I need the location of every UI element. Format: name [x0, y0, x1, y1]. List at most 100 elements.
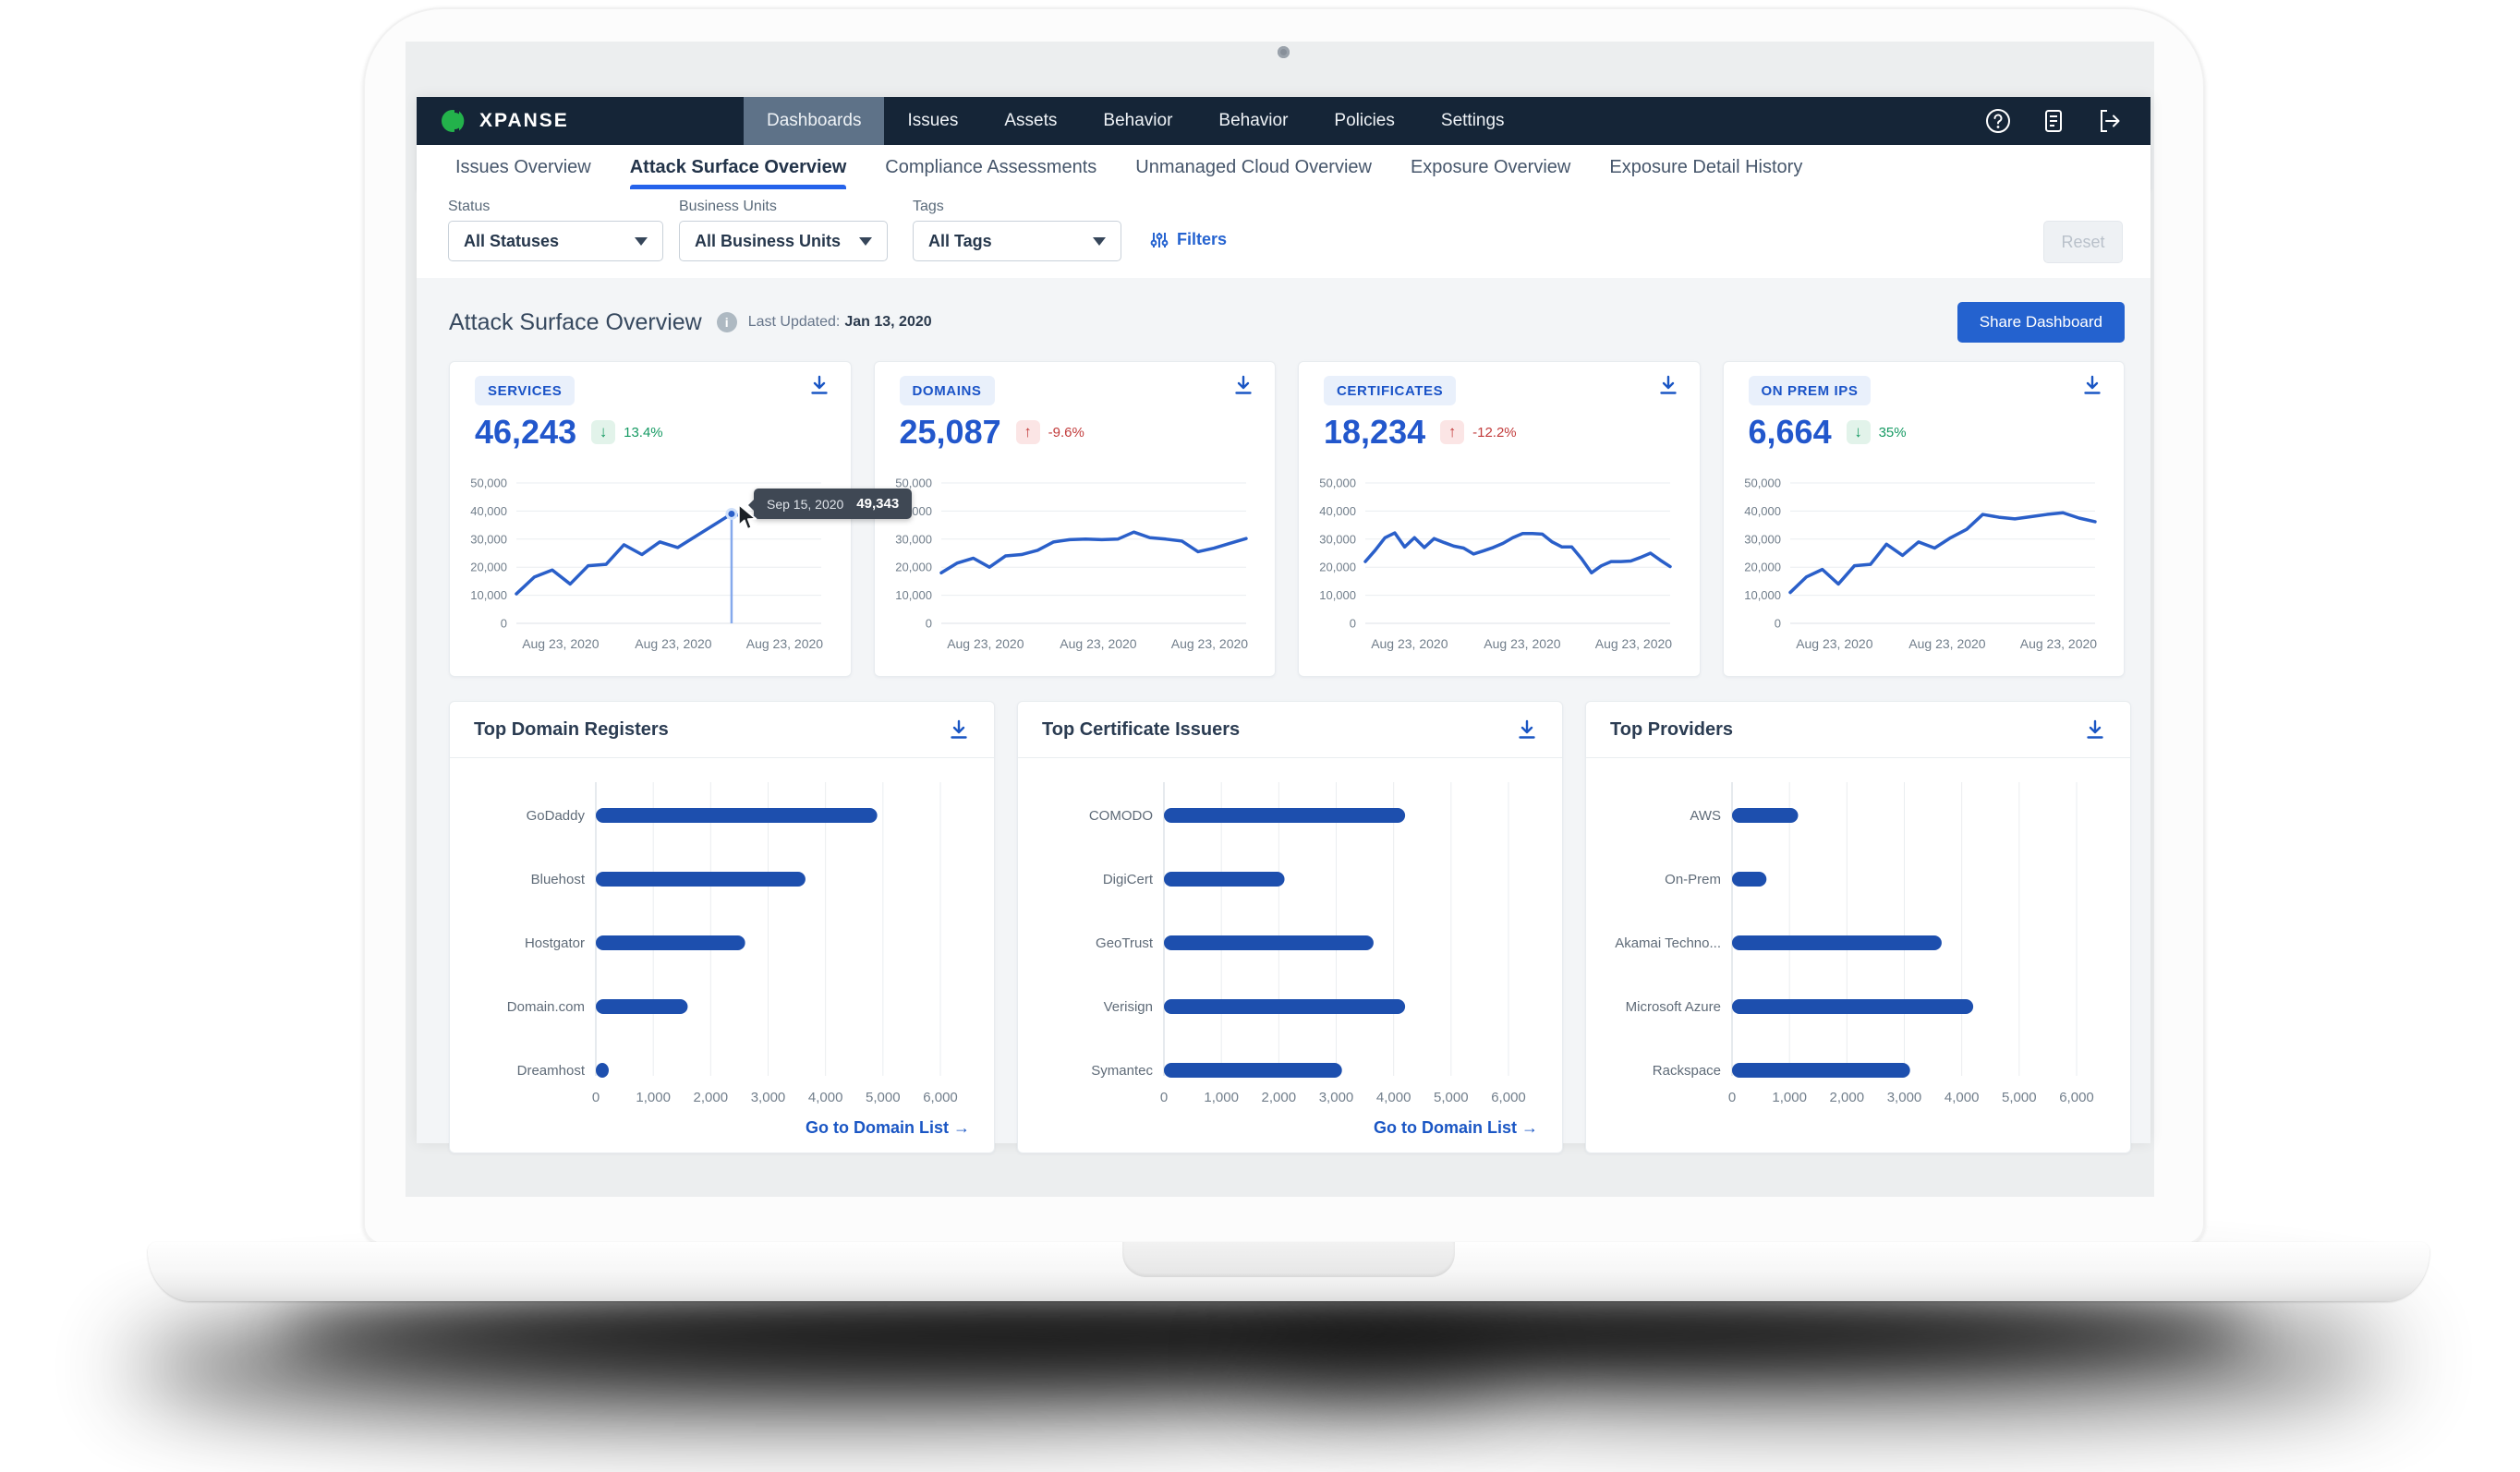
svg-text:On-Prem: On-Prem — [1665, 872, 1721, 887]
svg-text:Akamai Techno...: Akamai Techno... — [1615, 935, 1721, 951]
on-prem-ips-line-chart[interactable]: 0 10,000 20,000 30,000 40,000 50,000 Aug 23, 2… — [1724, 471, 2126, 665]
tab-compliance-assessments[interactable]: Compliance Assessments — [885, 156, 1097, 177]
svg-text:Aug 23, 2020: Aug 23, 2020 — [522, 636, 600, 651]
certificate-issuers-bar-chart[interactable]: 0 1,000 2,000 3,000 4,000 5,000 6,000 COMODO Dig… — [1018, 758, 1562, 1123]
tab-exposure-detail-history[interactable]: Exposure Detail History — [1609, 156, 1803, 177]
download-icon[interactable] — [2084, 718, 2106, 741]
svg-text:1,000: 1,000 — [1772, 1090, 1807, 1105]
svg-text:40,000: 40,000 — [470, 504, 507, 518]
nav-item-settings[interactable]: Settings — [1440, 111, 1505, 130]
card-title: Top Domain Registers — [474, 718, 669, 740]
tags-select[interactable]: All Tags — [913, 221, 1121, 261]
svg-text:6,000: 6,000 — [1491, 1090, 1526, 1105]
svg-text:1,000: 1,000 — [636, 1090, 671, 1105]
svg-text:0: 0 — [925, 617, 931, 631]
svg-text:6,000: 6,000 — [2059, 1090, 2094, 1105]
svg-text:0: 0 — [1350, 617, 1356, 631]
svg-text:Aug 23, 2020: Aug 23, 2020 — [1796, 636, 1873, 651]
download-icon[interactable] — [2081, 374, 2103, 396]
svg-text:3,000: 3,000 — [751, 1090, 786, 1105]
tune-sliders-icon — [1150, 232, 1169, 247]
brand-name: XPANSE — [479, 110, 569, 131]
filters-button[interactable]: Filters — [1150, 230, 1227, 249]
reset-button[interactable]: Reset — [2043, 221, 2123, 263]
stat-card-label: CERTIFICATES — [1324, 376, 1457, 405]
report-doc-icon[interactable] — [2040, 107, 2067, 135]
providers-bar-chart[interactable]: 0 1,000 2,000 3,000 4,000 5,000 6,000 AWS On-Pre… — [1586, 758, 2130, 1123]
nav-item-issues[interactable]: Issues — [907, 111, 959, 130]
last-updated-label: Last Updated: — [747, 314, 841, 330]
svg-text:50,000: 50,000 — [1744, 477, 1781, 490]
svg-text:1,000: 1,000 — [1204, 1090, 1239, 1105]
stat-card-label: ON PREM IPS — [1748, 376, 1872, 405]
stat-number-row: 6,664 ↓ 35% — [1749, 413, 1907, 452]
bar-cards-row: Top Domain Registers 0 1,000 2,000 3,000 4,0… — [449, 701, 2131, 1153]
svg-text:2,000: 2,000 — [1262, 1090, 1297, 1105]
trend-up-icon: ↑ — [1440, 420, 1465, 444]
svg-text:Dreamhost: Dreamhost — [517, 1063, 586, 1079]
download-icon[interactable] — [1657, 374, 1679, 396]
card-title: Top Providers — [1610, 718, 1733, 740]
trend-down-icon: ↓ — [1846, 420, 1871, 444]
svg-text:50,000: 50,000 — [1319, 477, 1356, 490]
laptop-base — [148, 1242, 2429, 1301]
tab-attack-surface-overview[interactable]: Attack Surface Overview — [629, 145, 846, 189]
stat-card-certificates: CERTIFICATES 18,234 ↑ -12.2% 0 10,000 20,0… — [1298, 361, 1701, 677]
status-select[interactable]: All Statuses — [448, 221, 663, 261]
tab-issues-overview[interactable]: Issues Overview — [455, 156, 591, 177]
stat-cards-row: SERVICES 46,243 ↓ 13.4% 0 10,000 20,000 30,… — [449, 361, 2125, 677]
card-header: Top Certificate Issuers — [1018, 702, 1562, 758]
share-dashboard-button[interactable]: Share Dashboard — [1957, 302, 2125, 343]
help-icon[interactable] — [1984, 107, 2012, 135]
info-icon[interactable]: i — [716, 312, 737, 332]
top-providers-card: Top Providers 0 1,000 2,000 3,000 4,000 5,000… — [1585, 701, 2131, 1153]
nav-item-behavior-2[interactable]: Behavior — [1218, 111, 1289, 130]
chevron-down-icon — [859, 236, 872, 246]
tab-exposure-overview[interactable]: Exposure Overview — [1410, 156, 1571, 177]
trend-up-icon: ↑ — [1015, 420, 1040, 444]
card-header: Top Domain Registers — [450, 702, 994, 758]
download-icon[interactable] — [1232, 374, 1254, 396]
filters-button-label: Filters — [1177, 230, 1228, 248]
download-icon[interactable] — [808, 374, 830, 396]
svg-text:AWS: AWS — [1690, 808, 1721, 824]
primary-nav: Dashboards Issues Assets Behavior Behavi… — [744, 97, 1528, 145]
svg-text:0: 0 — [592, 1090, 600, 1105]
nav-item-policies[interactable]: Policies — [1334, 111, 1395, 130]
go-to-domain-list-link[interactable]: Go to Domain List → — [1374, 1118, 1538, 1137]
svg-text:0: 0 — [1160, 1090, 1168, 1105]
business-units-filter-label: Business Units — [679, 199, 777, 214]
tooltip-value: 49,343 — [856, 496, 900, 512]
svg-text:40,000: 40,000 — [1319, 504, 1356, 518]
svg-text:Aug 23, 2020: Aug 23, 2020 — [1595, 636, 1673, 651]
tags-filter-label: Tags — [913, 199, 944, 214]
page-title: Attack Surface Overview — [449, 308, 702, 335]
nav-item-behavior-1[interactable]: Behavior — [1103, 111, 1173, 130]
tab-unmanaged-cloud-overview[interactable]: Unmanaged Cloud Overview — [1135, 156, 1372, 177]
business-units-select[interactable]: All Business Units — [679, 221, 888, 261]
svg-text:50,000: 50,000 — [895, 477, 932, 490]
svg-text:Bluehost: Bluehost — [531, 872, 586, 887]
svg-text:4,000: 4,000 — [1376, 1090, 1411, 1105]
chevron-down-icon — [635, 236, 648, 246]
stat-value: 18,234 — [1324, 413, 1426, 451]
nav-item-dashboards[interactable]: Dashboards — [744, 97, 885, 145]
status-select-value: All Statuses — [464, 231, 560, 250]
certificates-line-chart[interactable]: 0 10,000 20,000 30,000 40,000 50,000 Aug 23, 2… — [1299, 471, 1701, 665]
svg-text:4,000: 4,000 — [808, 1090, 843, 1105]
logout-icon[interactable] — [2095, 107, 2123, 135]
svg-text:Aug 23, 2020: Aug 23, 2020 — [2019, 636, 2097, 651]
laptop-shadow — [1247, 1315, 2393, 1404]
top-domain-registers-card: Top Domain Registers 0 1,000 2,000 3,000 4,0… — [449, 701, 995, 1153]
go-to-domain-list-link[interactable]: Go to Domain List → — [806, 1118, 970, 1137]
svg-text:20,000: 20,000 — [470, 561, 507, 574]
domain-registers-bar-chart[interactable]: 0 1,000 2,000 3,000 4,000 5,000 6,000 GoDaddy Bl… — [450, 758, 994, 1123]
svg-text:10,000: 10,000 — [1744, 588, 1781, 602]
download-icon[interactable] — [948, 718, 970, 741]
svg-text:0: 0 — [501, 617, 507, 631]
nav-item-assets[interactable]: Assets — [1004, 111, 1058, 130]
svg-text:COMODO: COMODO — [1089, 808, 1153, 824]
download-icon[interactable] — [1516, 718, 1538, 741]
